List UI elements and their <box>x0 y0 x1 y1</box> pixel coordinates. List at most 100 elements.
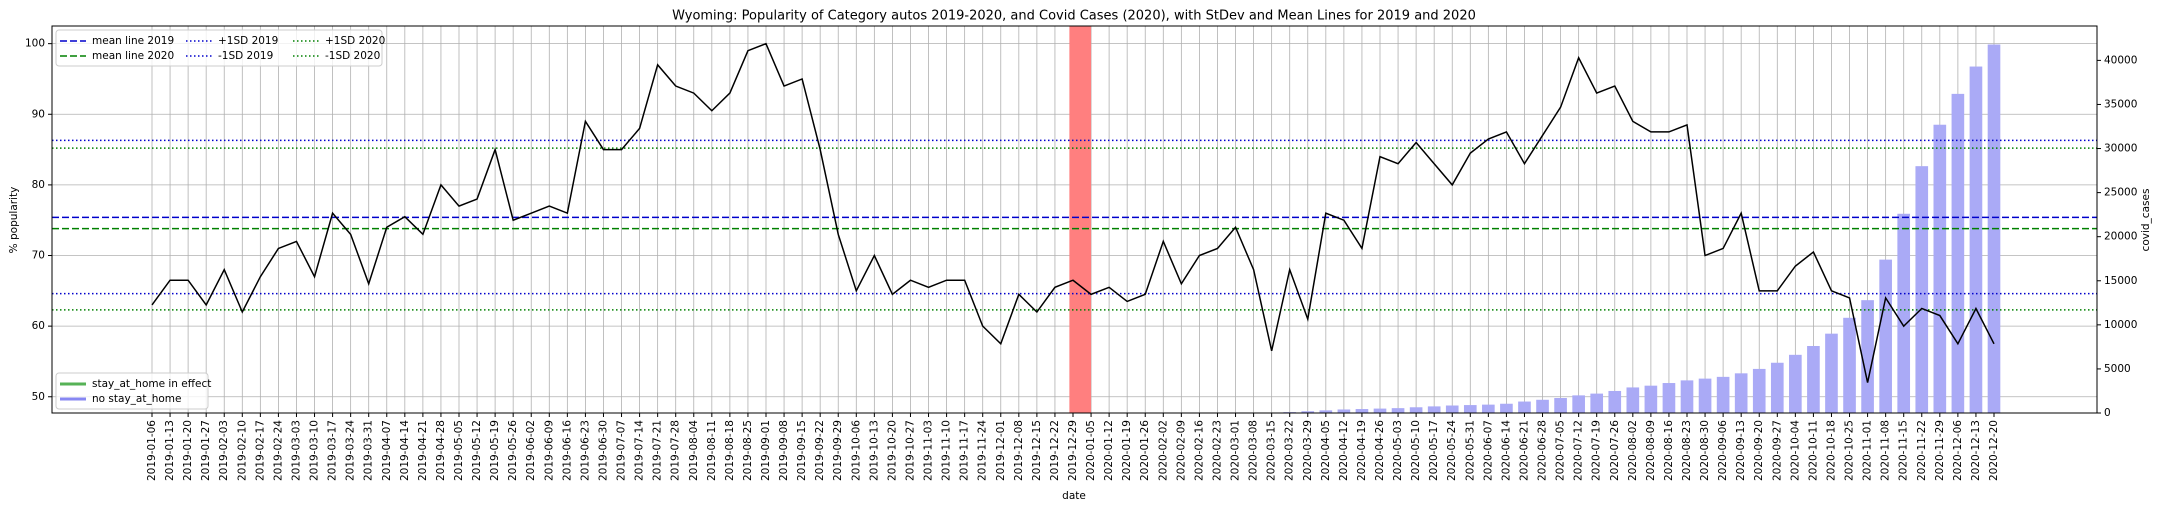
x-tick-label: 2019-02-17 <box>254 420 266 481</box>
x-tick-label: 2019-05-05 <box>453 420 465 481</box>
x-tick-label: 2020-07-26 <box>1609 420 1621 481</box>
x-tick-label: 2020-04-26 <box>1374 420 1386 481</box>
x-tick-label: 2019-04-28 <box>435 420 447 481</box>
x-tick-label: 2020-09-06 <box>1717 420 1729 481</box>
y2-tick-label: 15000 <box>2104 275 2137 287</box>
legend-label: +1SD 2020 <box>325 35 385 47</box>
x-tick-label: 2020-03-01 <box>1230 420 1242 481</box>
x-tick-label: 2019-05-12 <box>471 420 483 481</box>
y2-axis-label: covid_cases <box>2140 189 2152 252</box>
x-tick-label: 2020-11-08 <box>1880 420 1892 481</box>
x-tick-label: 2020-12-13 <box>1970 420 1982 481</box>
bar <box>1933 124 1947 413</box>
chart-title: Wyoming: Popularity of Category autos 20… <box>672 9 1476 24</box>
x-tick-label: 2019-07-14 <box>634 420 646 481</box>
bar <box>1680 380 1694 413</box>
x-tick-label: 2019-12-22 <box>1049 420 1061 481</box>
x-tick-label: 2019-09-01 <box>760 420 772 481</box>
x-tick-label: 2020-06-28 <box>1537 420 1549 481</box>
y2-tick-label: 30000 <box>2104 143 2137 155</box>
legend-label: +1SD 2019 <box>218 35 278 47</box>
x-tick-label: 2020-11-22 <box>1916 420 1928 481</box>
bar <box>1789 354 1802 413</box>
x-tick-label: 2020-05-03 <box>1392 420 1404 481</box>
x-tick-label: 2019-08-04 <box>688 420 700 481</box>
x-tick-label: 2019-01-06 <box>146 420 158 481</box>
x-tick-label: 2020-07-12 <box>1573 420 1585 481</box>
x-tick-label: 2019-04-14 <box>399 420 411 481</box>
x-tick-label: 2019-02-24 <box>272 420 284 481</box>
x-tick-label: 2020-01-26 <box>1139 420 1151 481</box>
x-tick-label: 2020-03-08 <box>1248 420 1260 481</box>
bar <box>1391 408 1405 413</box>
x-tick-label: 2019-04-07 <box>381 420 393 481</box>
x-tick-label: 2019-09-22 <box>814 420 826 481</box>
bar <box>1355 409 1369 413</box>
x-tick-label: 2020-12-06 <box>1952 420 1964 481</box>
x-tick-label: 2020-12-20 <box>1988 420 2000 481</box>
x-tick-label: 2020-10-04 <box>1789 420 1801 481</box>
x-tick-label: 2020-05-24 <box>1446 420 1458 481</box>
x-tick-label: 2019-11-24 <box>977 420 989 481</box>
x-tick-label: 2019-06-30 <box>597 420 609 481</box>
bar <box>1482 404 1495 413</box>
y2-tick-label: 25000 <box>2104 187 2137 199</box>
legend-label: mean line 2020 <box>92 50 174 62</box>
x-tick-label: 2019-10-06 <box>850 420 862 481</box>
y2-tick-label: 10000 <box>2104 319 2137 331</box>
bar <box>1572 395 1585 413</box>
bar <box>1770 362 1784 413</box>
bar <box>1373 408 1387 413</box>
x-tick-label: 2019-08-11 <box>706 420 718 481</box>
x-tick-label: 2019-07-07 <box>616 420 628 481</box>
y2-tick-label: 20000 <box>2104 231 2137 243</box>
bar <box>1752 368 1766 413</box>
x-tick-label: 2019-07-28 <box>670 420 682 481</box>
bar <box>1716 376 1730 413</box>
y-tick-label: 80 <box>32 179 45 191</box>
x-tick-label: 2020-03-15 <box>1266 420 1278 481</box>
x-tick-label: 2019-03-03 <box>290 420 302 481</box>
x-tick-label: 2019-11-17 <box>959 420 971 481</box>
bar <box>1409 407 1423 413</box>
line <box>151 42 1995 383</box>
y2-tick-label: 35000 <box>2104 98 2137 110</box>
bar <box>1518 401 1531 413</box>
x-tick-label: 2019-03-17 <box>327 420 339 481</box>
x-tick-label: 2019-01-13 <box>164 420 176 481</box>
x-tick-label: 2019-03-24 <box>345 420 357 481</box>
bar <box>1445 405 1459 413</box>
x-tick-label: 2019-01-20 <box>182 420 194 481</box>
bar <box>1427 406 1441 413</box>
x-tick-label: 2019-06-02 <box>525 420 537 481</box>
x-tick-label: 2020-01-05 <box>1085 420 1097 481</box>
x-tick-label: 2020-04-05 <box>1320 420 1332 481</box>
x-tick-label: 2020-01-12 <box>1103 420 1115 481</box>
x-tick-label: 2019-12-15 <box>1031 420 1043 481</box>
x-tick-label: 2019-03-10 <box>309 420 321 481</box>
x-tick-label: 2019-08-18 <box>724 420 736 481</box>
x-tick-label: 2019-12-08 <box>1013 420 1025 481</box>
x-tick-label: 2020-10-11 <box>1807 420 1819 481</box>
x-tick-label: 2020-01-19 <box>1121 420 1133 481</box>
bar <box>1319 410 1333 413</box>
x-tick-label: 2020-10-25 <box>1844 420 1856 481</box>
bar <box>1807 346 1820 413</box>
x-tick-label: 2020-08-09 <box>1645 420 1657 481</box>
x-tick-label: 2020-07-19 <box>1591 420 1603 481</box>
x-tick-label: 2020-09-20 <box>1753 420 1765 481</box>
x-tick-label: 2019-05-19 <box>489 420 501 481</box>
x-tick-label: 2020-03-29 <box>1302 420 1314 481</box>
bar <box>1951 93 1965 413</box>
x-tick-label: 2019-01-27 <box>200 420 212 481</box>
y2-tick-label: 0 <box>2104 407 2111 419</box>
x-tick-label: 2020-08-23 <box>1681 420 1693 481</box>
x-tick-label: 2020-11-15 <box>1898 420 1910 481</box>
legend-box <box>55 29 383 67</box>
bar <box>1626 387 1640 413</box>
y-tick-label: 60 <box>32 320 45 332</box>
x-tick-label: 2019-09-29 <box>832 420 844 481</box>
x-tick-label: 2020-11-29 <box>1934 420 1946 481</box>
x-tick-label: 2019-09-08 <box>778 420 790 481</box>
highlight-band <box>1069 26 1092 413</box>
